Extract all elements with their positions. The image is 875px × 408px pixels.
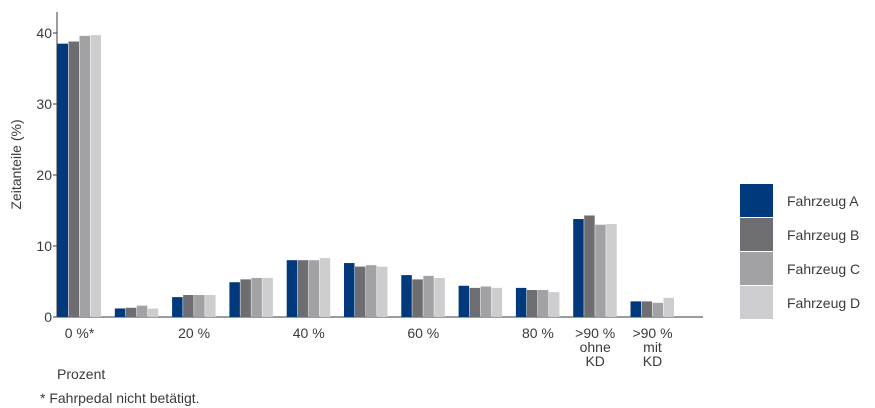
x-tick-label: 60 % [407, 325, 439, 341]
bar [125, 307, 137, 317]
bar [595, 224, 606, 317]
bar [90, 35, 101, 317]
legend-label: Fahrzeug C [787, 261, 860, 277]
bar [57, 43, 68, 318]
legend-swatch [740, 286, 773, 319]
bar [240, 279, 251, 317]
y-tick-label: 40 [36, 25, 52, 41]
bar [573, 219, 584, 317]
bar [401, 275, 412, 317]
bar [319, 258, 331, 317]
bar [136, 305, 148, 317]
bar [548, 292, 560, 317]
bar [480, 286, 492, 317]
legend: Fahrzeug A Fahrzeug B Fahrzeug C Fahrzeug D [740, 184, 860, 319]
x-tick-label: 40 % [293, 325, 325, 341]
bar [229, 282, 240, 317]
bar [251, 277, 262, 317]
bar [344, 263, 355, 317]
x-tick-label: ohne [580, 339, 611, 355]
x-tick-label: mit [643, 339, 662, 355]
bar [630, 301, 641, 317]
bar [366, 265, 377, 317]
x-tick-label: KD [585, 353, 604, 369]
bar [172, 297, 183, 317]
y-tick-label: 0 [44, 309, 52, 325]
y-axis-label: Zeitanteile (%) [8, 119, 24, 209]
x-tick-label: 0 %* [65, 325, 95, 341]
y-tick-label: 10 [36, 238, 52, 254]
bar [434, 277, 445, 317]
bar [537, 290, 549, 317]
bar [286, 260, 298, 317]
bar [641, 301, 652, 317]
bar [308, 260, 320, 317]
bar [663, 297, 674, 317]
y-tick-label: 20 [36, 167, 52, 183]
bars [57, 35, 674, 318]
x-axis-label: Prozent [57, 366, 106, 382]
bar [377, 266, 388, 317]
bar [652, 302, 663, 317]
legend-label: Fahrzeug D [787, 295, 860, 311]
x-tick-label: KD [643, 353, 662, 369]
bar [205, 294, 216, 317]
bar [79, 35, 90, 318]
bar [526, 290, 538, 317]
bar [469, 287, 481, 317]
bar [412, 279, 423, 317]
bar [458, 285, 470, 317]
x-tick-label: 80 % [522, 325, 554, 341]
bar [515, 287, 527, 317]
bar [584, 215, 595, 317]
x-tick-label: 20 % [178, 325, 210, 341]
bar [114, 308, 126, 317]
footnote: * Fahrpedal nicht betätigt. [40, 390, 200, 406]
bar [297, 260, 309, 317]
bar [147, 308, 159, 317]
legend-swatch [740, 184, 773, 217]
legend-swatch [740, 218, 773, 251]
axes: 0 10 20 30 40 Zeitanteile (%) [8, 12, 703, 325]
legend-label: Fahrzeug B [787, 227, 859, 243]
bar [606, 223, 617, 317]
legend-swatch [740, 252, 773, 285]
bar [194, 294, 205, 317]
bar [262, 277, 273, 317]
x-tick-label: >90 % [632, 325, 672, 341]
x-tick-label: >90 % [575, 325, 615, 341]
y-tick-label: 30 [36, 96, 52, 112]
legend-label: Fahrzeug A [787, 193, 859, 209]
bar [423, 275, 434, 317]
bar [355, 266, 366, 317]
bar [68, 41, 79, 318]
bar [183, 294, 194, 317]
bar [491, 287, 503, 317]
